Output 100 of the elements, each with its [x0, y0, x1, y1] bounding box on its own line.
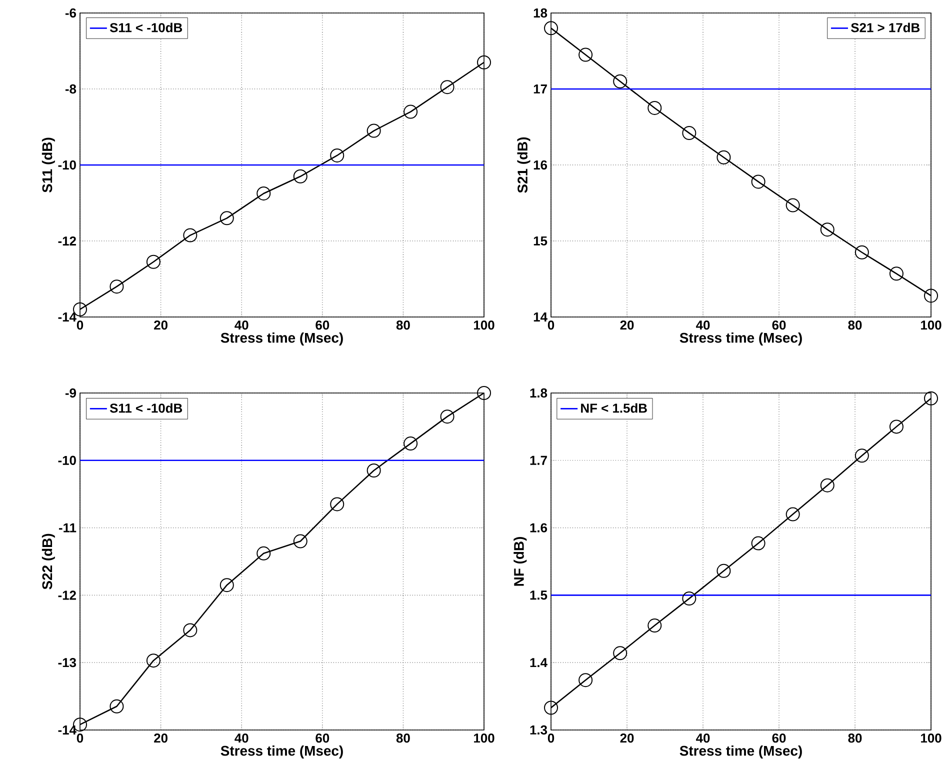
point [716, 564, 731, 578]
x-tick-label: 40 [234, 734, 248, 743]
y-tick-label: 1.3 [530, 725, 548, 735]
legend-label: NF < 1.5dB [581, 403, 647, 413]
legend-label: S11 < -10dB [110, 22, 182, 32]
point [330, 148, 344, 162]
x-tick-label: 80 [396, 734, 410, 743]
point [544, 21, 558, 36]
point [220, 578, 234, 592]
y-tick-label: 1.8 [530, 388, 548, 398]
point [924, 391, 938, 406]
x-tick-label: 60 [316, 320, 330, 330]
point [146, 654, 160, 668]
x-tick-label: 100 [474, 320, 494, 330]
point [330, 497, 344, 512]
y-tick-label: 14 [534, 312, 548, 322]
x-tick-label: 0 [548, 320, 554, 330]
x-tick-label: 80 [848, 320, 862, 330]
y-tick-label: 16 [534, 160, 548, 170]
point [293, 534, 308, 548]
y-tick-label: 1.7 [530, 456, 547, 465]
point [477, 386, 492, 400]
x-tick-label: 100 [921, 734, 942, 743]
x-tick-label: 40 [234, 320, 248, 330]
point [404, 104, 418, 119]
y-axis-title: S22 (dB) [42, 534, 55, 590]
point [613, 74, 628, 88]
y-tick-label: 1.5 [530, 590, 548, 600]
y-axis-title: S21 (dB) [517, 137, 530, 193]
point [256, 186, 271, 200]
point [578, 48, 593, 62]
point [854, 245, 869, 260]
x-tick-label: 100 [474, 734, 494, 743]
x-tick-label: 60 [772, 320, 786, 330]
x-axis-title: Stress time (Msec) [680, 332, 802, 346]
point [786, 507, 800, 522]
x-tick-label: 60 [316, 734, 330, 743]
y-tick-label: -10 [58, 160, 76, 170]
y-tick-label: 1.6 [530, 523, 548, 532]
x-axis-title: Stress time (Msec) [220, 746, 343, 759]
y-tick-label: 1.4 [530, 658, 548, 668]
point [440, 410, 454, 424]
point [889, 420, 904, 434]
point [578, 673, 593, 688]
point [293, 169, 308, 184]
point [924, 288, 938, 303]
x-tick-label: 0 [76, 734, 84, 743]
point [613, 646, 628, 660]
y-tick-label: -10 [58, 456, 76, 465]
x-tick-label: 0 [548, 734, 554, 743]
y-tick-label: -13 [58, 658, 76, 668]
point [183, 228, 198, 242]
x-tick-label: 60 [772, 734, 786, 743]
y-tick-label: -12 [58, 590, 76, 600]
point [110, 280, 124, 294]
point [544, 700, 558, 715]
point [146, 254, 160, 269]
x-axis-title: Stress time (Msec) [220, 332, 343, 346]
point [404, 436, 418, 451]
point [648, 100, 662, 115]
y-tick-label: 18 [534, 8, 548, 18]
y-tick-label: -14 [58, 312, 76, 322]
x-tick-label: 40 [696, 734, 710, 743]
point [110, 699, 124, 714]
y-tick-label: -9 [65, 388, 76, 398]
y-tick-label: 17 [534, 84, 547, 94]
point [889, 266, 904, 281]
x-tick-label: 20 [620, 320, 634, 330]
x-tick-label: 40 [696, 320, 710, 330]
point [716, 150, 731, 164]
point [183, 623, 198, 638]
y-tick-label: -11 [58, 523, 76, 532]
point [751, 174, 766, 189]
y-tick-label: -8 [65, 84, 76, 94]
x-axis-title: Stress time (Msec) [680, 746, 802, 759]
y-tick-label: -6 [65, 8, 76, 18]
y-tick-label: 15 [534, 236, 548, 246]
x-tick-label: 20 [154, 734, 168, 743]
point [820, 478, 834, 492]
point [440, 80, 454, 94]
point [854, 448, 869, 463]
point [366, 124, 381, 138]
x-tick-label: 80 [396, 320, 410, 330]
legend-label: S21 > 17dB [851, 22, 920, 32]
y-tick-label: -12 [58, 236, 76, 246]
point [366, 463, 381, 478]
point [648, 618, 662, 633]
y-axis-title: S11 (dB) [42, 138, 55, 192]
point [786, 198, 800, 212]
x-tick-label: 100 [921, 320, 942, 330]
y-tick-label: -14 [58, 726, 76, 734]
x-tick-label: 20 [154, 320, 168, 330]
point [477, 55, 492, 70]
point [682, 126, 696, 140]
point [751, 536, 766, 550]
x-tick-label: 80 [848, 734, 862, 743]
y-axis-title: NF (dB) [514, 537, 527, 586]
point [682, 592, 696, 606]
point [256, 546, 271, 560]
x-tick-label: 0 [76, 320, 84, 330]
